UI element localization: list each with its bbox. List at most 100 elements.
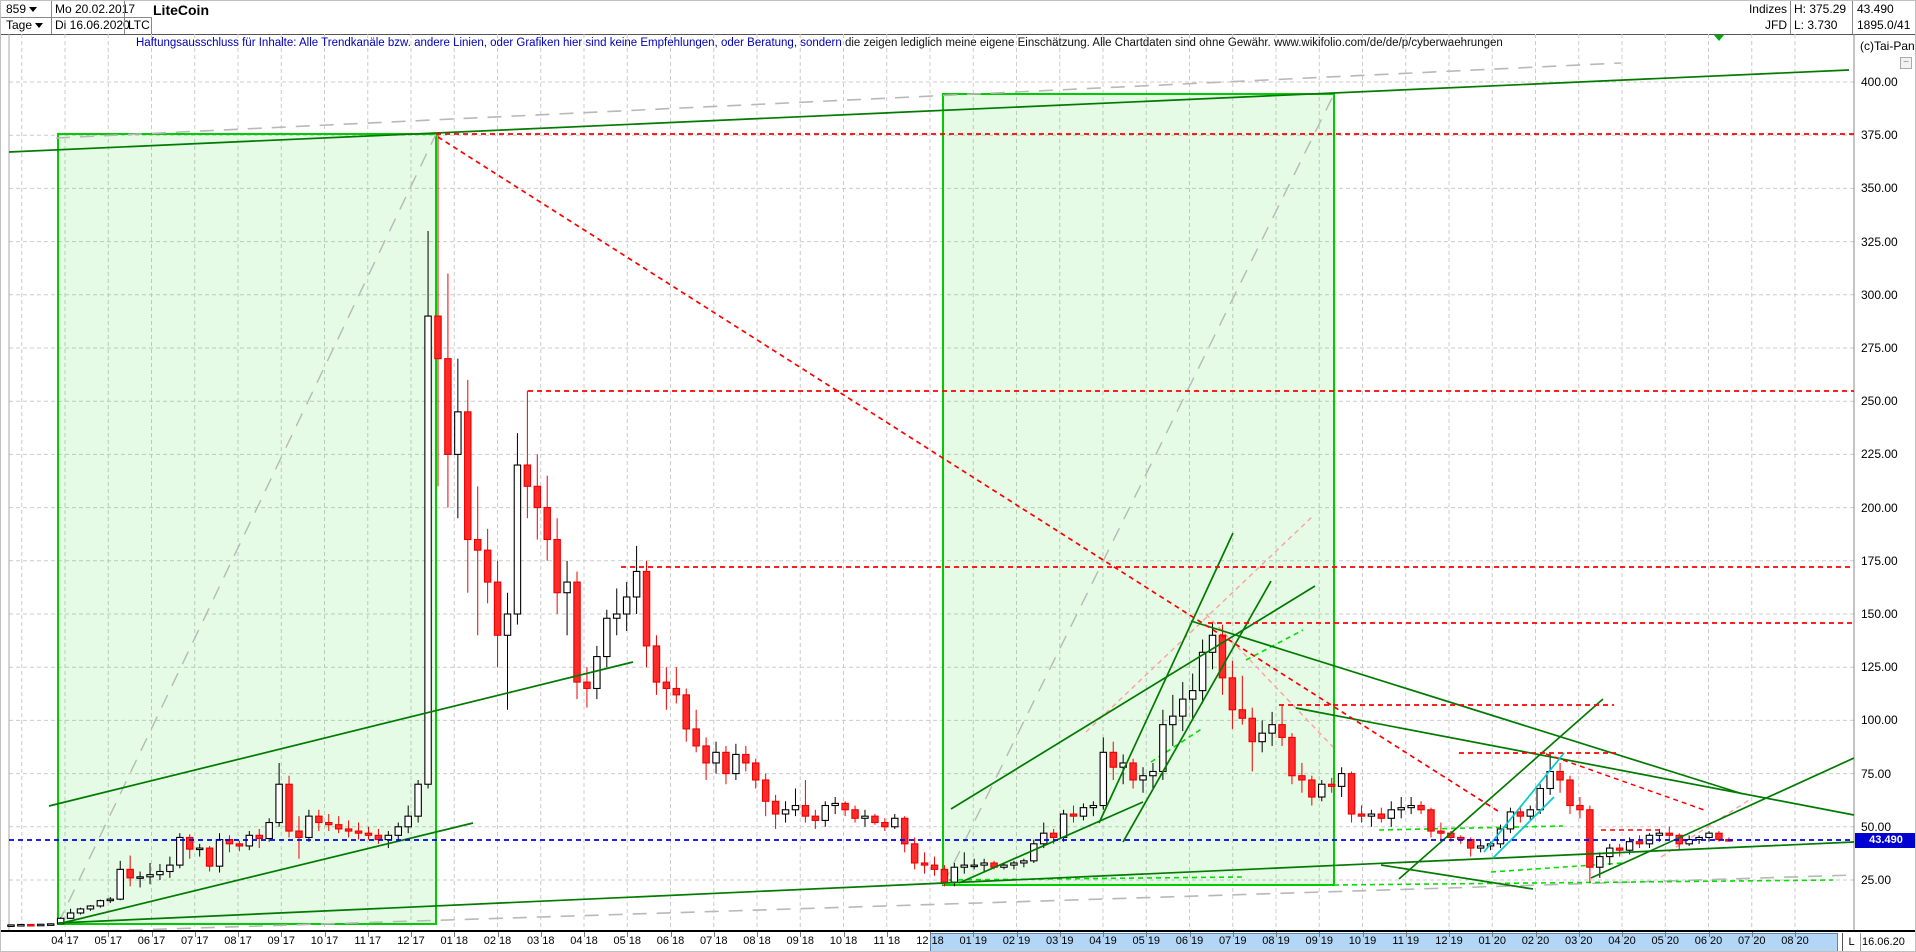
x-tick-mark xyxy=(757,932,758,937)
x-tick-label: 05 17 xyxy=(94,935,123,947)
x-tick-mark xyxy=(1146,932,1148,937)
y-tick-label: 275.00 xyxy=(1861,341,1898,355)
green-down-shallow xyxy=(1295,707,1855,816)
x-tick-mark xyxy=(281,932,283,937)
x-tick-label: 02 18 xyxy=(483,935,512,947)
disclaimer-text: Haftungsausschluss für Inhalte: Alle Tre… xyxy=(136,37,1503,49)
x-tick-mark xyxy=(1665,932,1667,937)
y-tick-label: 50.00 xyxy=(1861,819,1892,834)
x-tick-mark xyxy=(1103,932,1104,937)
y-tick-label: 125.00 xyxy=(1861,660,1898,675)
marker-triangle-icon xyxy=(1714,35,1724,41)
x-tick-mark xyxy=(1016,932,1018,937)
x-tick-label: 01 20 xyxy=(1478,935,1507,947)
x-tick-label: 07 19 xyxy=(1218,935,1247,947)
x-tick-label: 10 18 xyxy=(829,935,858,947)
bright-rising-aug19 xyxy=(1245,629,1304,661)
x-tick-mark xyxy=(238,932,239,937)
x-tick-mark xyxy=(367,932,369,937)
x-tick-label: 12 19 xyxy=(1435,935,1463,947)
y-tick-label: 200.00 xyxy=(1861,500,1898,515)
green-2020-rising-x xyxy=(1398,698,1604,880)
x-tick-label: 08 20 xyxy=(1781,935,1809,947)
x-tick-label: 07 17 xyxy=(180,935,209,947)
symbol-label: LTC xyxy=(128,18,150,32)
x-tick-mark xyxy=(627,932,629,937)
x-tick-label: 07 20 xyxy=(1737,935,1766,947)
x-tick-label: 11 17 xyxy=(354,935,382,947)
x-tick-mark xyxy=(1492,932,1494,937)
x-tick-label: 11 18 xyxy=(873,935,901,947)
y-tick-label: 150.00 xyxy=(1861,607,1898,621)
last-price-label: 43.490 xyxy=(1857,2,1894,16)
bright-support-2020a xyxy=(1378,825,1564,831)
x-tick-mark xyxy=(843,932,845,937)
x-tick-label: 01 19 xyxy=(959,935,988,947)
x-axis-row: 04 17 05 17 06 17 07 17 08 17 09 17 10 17 11 17… xyxy=(1,932,1915,951)
gray-channel-bottom xyxy=(8,874,1855,935)
y-tick-label: 225.00 xyxy=(1861,447,1898,462)
green-2017-channel-upper xyxy=(48,661,634,807)
x-tick-mark xyxy=(1276,932,1277,937)
collapse-icon[interactable]: − xyxy=(1900,57,1912,69)
x-tick-mark xyxy=(1708,932,1710,937)
end-date-label: 16.06.20 xyxy=(1862,936,1905,948)
y-tick-label: 300.00 xyxy=(1861,287,1898,302)
category-label: Indizes xyxy=(1748,2,1787,16)
y-tick-label: 325.00 xyxy=(1861,234,1898,249)
green-longterm-support xyxy=(57,841,1855,924)
x-tick-label: 06 17 xyxy=(137,935,166,947)
x-tick-label: 10 17 xyxy=(310,935,339,947)
x-tick-mark xyxy=(1362,932,1364,937)
y-tick-label: 350.00 xyxy=(1861,181,1898,196)
x-tick-label: 11 19 xyxy=(1392,935,1420,947)
x-tick-mark xyxy=(800,932,802,937)
x-tick-mark xyxy=(1405,932,1407,937)
x-tick-mark xyxy=(1449,932,1450,937)
y-tick-label: 375.00 xyxy=(1861,128,1898,143)
x-tick-mark xyxy=(540,932,542,937)
y-tick-label: 400.00 xyxy=(1861,75,1898,89)
x-tick-mark xyxy=(324,932,326,937)
copyright-label: (c)Tai-Pan xyxy=(1860,39,1915,53)
x-tick-label: 04 17 xyxy=(51,935,79,947)
x-tick-mark xyxy=(108,932,110,937)
x-tick-mark xyxy=(1319,932,1321,937)
bars-count-dropdown[interactable]: 859 xyxy=(6,1,38,17)
volume-info-label: 1895.0/41 xyxy=(1857,18,1911,32)
x-tick-mark xyxy=(1578,932,1580,937)
x-tick-mark xyxy=(151,932,153,937)
date-to: Di 16.06.2020 xyxy=(55,18,130,32)
x-tick-mark xyxy=(1751,932,1753,937)
period-dropdown[interactable]: Tage xyxy=(6,17,44,33)
chart-header: 859 Tage Mo 20.02.2017 Di 16.06.2020 LTC… xyxy=(1,1,1915,35)
x-tick-label: 03 19 xyxy=(1045,935,1074,947)
x-tick-mark xyxy=(1622,932,1623,937)
x-tick-label: 10 19 xyxy=(1348,935,1377,947)
green-2020-support xyxy=(1590,757,1855,879)
x-tick-mark xyxy=(886,932,888,937)
green-resistance-top xyxy=(8,69,1850,153)
x-tick-label: 05 18 xyxy=(613,935,642,947)
high-label: H: 375.29 xyxy=(1794,2,1847,16)
x-tick-label: 06 19 xyxy=(1175,935,1204,947)
instrument-title: LiteCoin xyxy=(153,2,209,18)
x-tick-label: 08 18 xyxy=(743,935,771,947)
last-marker-label: L xyxy=(1842,933,1861,951)
x-tick-label: 04 18 xyxy=(570,935,598,947)
x-tick-mark xyxy=(973,932,975,937)
x-tick-label: 09 18 xyxy=(786,935,815,947)
date-from: Mo 20.02.2017 xyxy=(55,2,136,16)
x-tick-mark xyxy=(1795,932,1796,937)
green-2019-early xyxy=(958,801,1144,884)
pink-resistance-2020 xyxy=(1205,613,1334,748)
green-down-from-2019-peak xyxy=(1190,620,1744,795)
red-down-from-2020-peak xyxy=(1545,753,1708,812)
x-tick-label: 06 20 xyxy=(1694,935,1723,947)
x-tick-mark xyxy=(454,932,456,937)
x-tick-mark xyxy=(1189,932,1191,937)
x-tick-label: 07 18 xyxy=(699,935,728,947)
x-tick-label: 12 17 xyxy=(397,935,425,947)
x-tick-mark xyxy=(584,932,585,937)
